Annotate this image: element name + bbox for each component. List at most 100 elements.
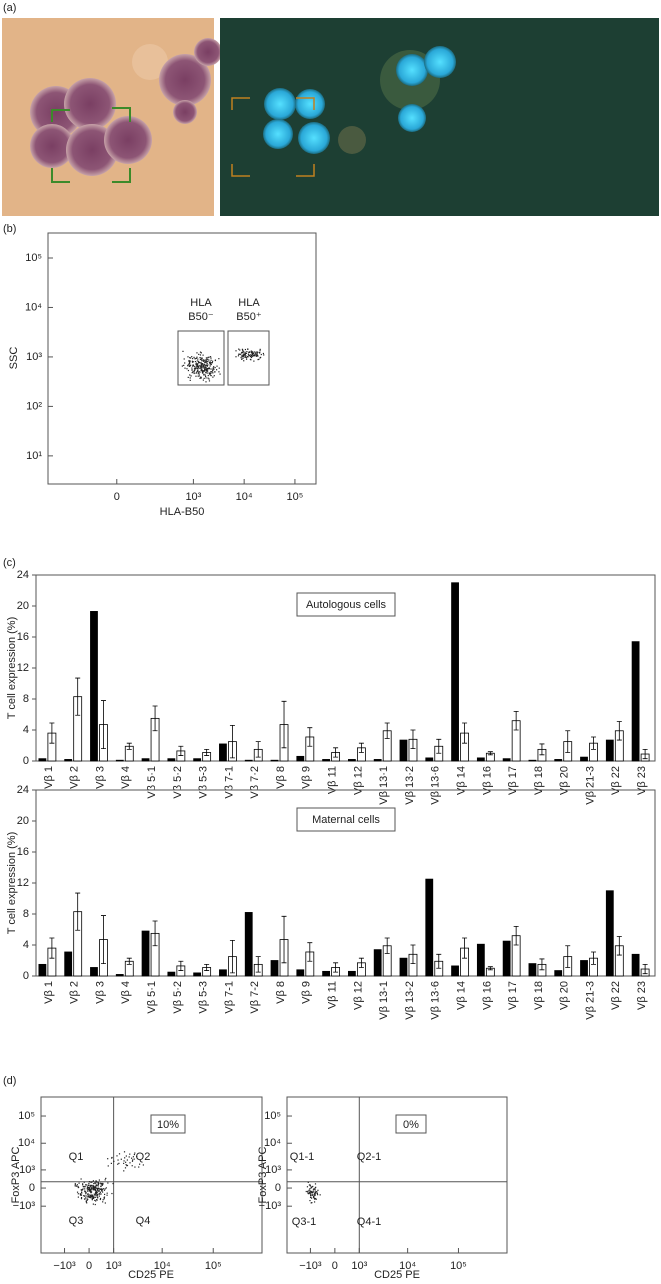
annotation: Maternal cells xyxy=(312,814,380,826)
event-dot xyxy=(203,359,205,361)
event-dot xyxy=(93,1196,95,1198)
event-dot xyxy=(83,1181,85,1183)
event-dot xyxy=(257,351,259,354)
event-dot xyxy=(209,356,212,358)
event-dot xyxy=(103,1189,106,1191)
event-dot xyxy=(310,1202,312,1204)
event-dot xyxy=(110,1162,112,1164)
event-dot xyxy=(308,1190,310,1192)
x-tick-label: 10³ xyxy=(351,1260,367,1272)
event-dot xyxy=(120,1158,122,1160)
event-dot xyxy=(187,369,190,372)
bar xyxy=(115,759,124,762)
x-tick-label: 0 xyxy=(114,491,120,503)
error-bar xyxy=(436,738,442,754)
event-dot xyxy=(202,364,204,366)
bar xyxy=(322,970,331,977)
event-dot xyxy=(202,354,204,356)
event-dot xyxy=(316,1194,319,1196)
bar xyxy=(141,930,150,977)
event-dot xyxy=(314,1189,316,1191)
event-dot xyxy=(246,348,249,350)
event-dot xyxy=(90,1196,92,1198)
event-dot xyxy=(93,1183,95,1185)
y-tick-label: 10³ xyxy=(26,351,42,363)
event-dot xyxy=(252,352,254,354)
error-bar xyxy=(462,722,468,744)
error-bar xyxy=(178,960,184,971)
event-dot xyxy=(125,1155,127,1157)
event-dot xyxy=(100,1193,102,1195)
x-tick-label: −10³ xyxy=(53,1260,76,1272)
bar xyxy=(244,759,253,762)
bar xyxy=(167,758,176,762)
event-dot xyxy=(81,1189,84,1191)
x-tick-label: Vβ 11 xyxy=(327,981,339,1009)
error-bar xyxy=(539,958,545,971)
event-dot xyxy=(85,1197,87,1199)
y-tick-label: 16 xyxy=(17,846,29,858)
event-dot xyxy=(133,1153,135,1156)
x-tick-label: Vβ 7-1 xyxy=(223,766,235,799)
event-dot xyxy=(245,352,247,354)
event-dot xyxy=(195,372,197,374)
event-dot xyxy=(203,364,205,366)
event-dot xyxy=(134,1152,136,1154)
x-tick-label: Vβ 5·2 xyxy=(172,981,184,1014)
event-dot xyxy=(189,379,191,381)
event-dot xyxy=(218,367,220,369)
event-dot xyxy=(193,356,195,358)
event-dot xyxy=(251,353,253,355)
event-dot xyxy=(92,1186,95,1188)
event-dot xyxy=(98,1195,100,1197)
event-dot xyxy=(202,360,204,362)
event-dot xyxy=(189,360,191,362)
event-dot xyxy=(93,1197,95,1200)
x-tick-label: Vβ 22 xyxy=(610,766,622,795)
annotation: 10% xyxy=(157,1119,179,1131)
event-dot xyxy=(89,1184,91,1186)
event-dot xyxy=(314,1183,317,1185)
event-dot xyxy=(201,357,203,359)
event-dot xyxy=(310,1191,312,1193)
event-dot xyxy=(193,370,195,372)
event-dot xyxy=(97,1182,100,1184)
error-bar xyxy=(436,953,442,969)
event-dot xyxy=(306,1186,309,1188)
error-bar xyxy=(281,915,287,964)
event-dot xyxy=(86,1199,88,1201)
event-dot xyxy=(98,1179,100,1181)
event-dot xyxy=(240,355,243,357)
y-tick-label: 12 xyxy=(17,662,29,674)
event-dot xyxy=(205,372,207,374)
event-dot xyxy=(113,1160,115,1162)
bar xyxy=(347,759,356,762)
event-dot xyxy=(250,350,252,352)
y-axis-label: T cell expression (%) xyxy=(6,617,18,720)
event-dot xyxy=(205,369,208,371)
event-dot xyxy=(208,368,211,370)
event-dot xyxy=(91,1181,93,1183)
event-dot xyxy=(246,351,248,353)
event-dot xyxy=(95,1191,97,1193)
x-tick-label: Vβ 21-3 xyxy=(584,766,596,805)
event-dot xyxy=(92,1196,94,1198)
event-dot xyxy=(101,1184,104,1186)
event-dot xyxy=(313,1201,316,1203)
event-dot xyxy=(102,1201,104,1203)
event-dot xyxy=(310,1194,312,1196)
event-dot xyxy=(242,351,244,354)
event-dot xyxy=(202,379,204,381)
bar xyxy=(451,965,459,977)
event-dot xyxy=(118,1162,120,1164)
error-bar xyxy=(255,956,261,973)
event-dot xyxy=(212,368,214,370)
y-tick-label: 10¹ xyxy=(26,450,42,462)
event-dot xyxy=(201,366,203,368)
event-dot xyxy=(99,1188,102,1190)
event-dot xyxy=(191,361,194,363)
y-tick-label: 10⁴ xyxy=(264,1137,281,1149)
bar xyxy=(605,739,614,762)
event-dot xyxy=(132,1156,135,1158)
event-dot xyxy=(90,1188,93,1190)
